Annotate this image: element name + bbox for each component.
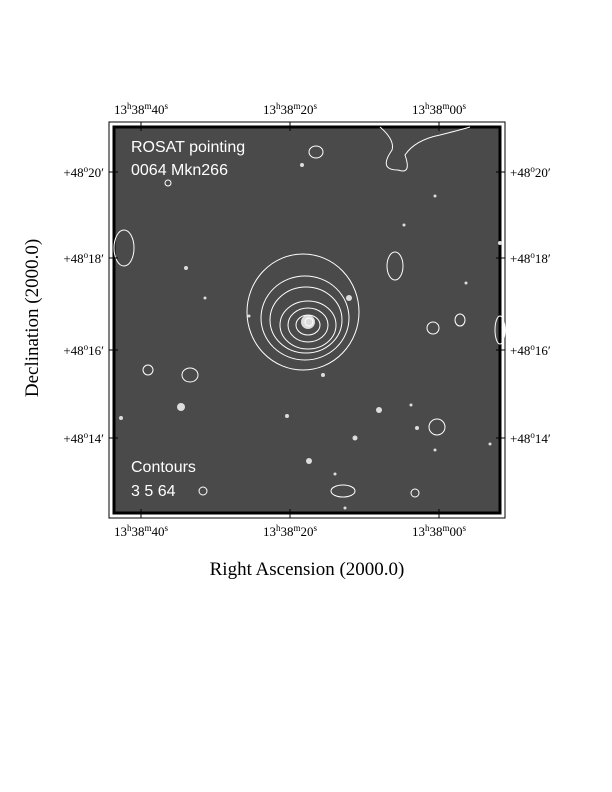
contour-line: [198, 486, 208, 496]
star: [285, 414, 289, 418]
annotation-title-1: ROSAT pointing: [131, 139, 245, 156]
contour-line: [164, 179, 172, 187]
star: [321, 373, 325, 377]
annotation-contours-label: Contours: [131, 459, 196, 476]
contour-line: [386, 251, 404, 281]
y-tick-label-left: +48o14′: [63, 430, 104, 446]
y-tick-label-left: +48o16′: [63, 342, 104, 358]
star: [402, 223, 406, 227]
star: [203, 296, 207, 300]
star: [247, 314, 251, 318]
star: [415, 426, 419, 430]
contour-line: [428, 418, 446, 436]
tick-marks: [109, 122, 505, 518]
annotation-title-2: 0064 Mkn266: [131, 162, 228, 179]
contour-line: [379, 126, 471, 172]
contour-line: [246, 253, 360, 371]
star: [333, 472, 337, 476]
x-axis-label: Right Ascension (2000.0): [210, 559, 405, 580]
star: [343, 506, 347, 510]
x-tick-label-bottom: 13h38m00s: [412, 523, 467, 539]
star: [464, 281, 468, 285]
contour-line: [426, 321, 440, 335]
star: [184, 266, 188, 270]
contour-line: [454, 313, 466, 327]
star: [498, 241, 502, 245]
star: [433, 448, 437, 452]
star: [119, 416, 123, 420]
contour-line: [308, 145, 324, 159]
contour-line: [330, 484, 356, 498]
contour-line: [279, 300, 337, 350]
star: [306, 458, 312, 464]
y-axis-label: Declination (2000.0): [22, 239, 43, 397]
contour-line: [113, 229, 135, 267]
star: [433, 194, 437, 198]
contour-line: [304, 317, 314, 327]
star: [409, 403, 413, 407]
star: [376, 407, 382, 413]
y-tick-label-left: +48o20′: [63, 164, 104, 180]
y-tick-label-right: +48o18′: [510, 250, 551, 266]
y-tick-label-left: +48o18′: [63, 250, 104, 266]
star: [177, 403, 185, 411]
contour-line: [142, 364, 154, 376]
x-tick-label-bottom: 13h38m40s: [114, 523, 169, 539]
star: [352, 435, 358, 441]
contour-line: [260, 275, 350, 361]
star: [488, 442, 492, 446]
x-tick-label-top: 13h38m40s: [114, 101, 169, 117]
y-tick-label-right: +48o14′: [510, 430, 551, 446]
contour-line: [410, 488, 420, 498]
x-tick-label-top: 13h38m00s: [412, 101, 467, 117]
contour-line: [181, 367, 199, 383]
contour-line: [287, 307, 329, 343]
contour-line: [494, 315, 506, 345]
annotation-contour-levels: 3 5 64: [131, 483, 176, 500]
star: [300, 163, 304, 167]
xray-contours: [113, 126, 506, 498]
x-tick-label-top: 13h38m20s: [263, 101, 318, 117]
contour-line: [295, 314, 321, 336]
y-tick-label-right: +48o16′: [510, 342, 551, 358]
y-tick-label-right: +48o20′: [510, 164, 551, 180]
star: [346, 295, 352, 301]
x-tick-label-bottom: 13h38m20s: [263, 523, 318, 539]
contour-line: [269, 286, 343, 354]
